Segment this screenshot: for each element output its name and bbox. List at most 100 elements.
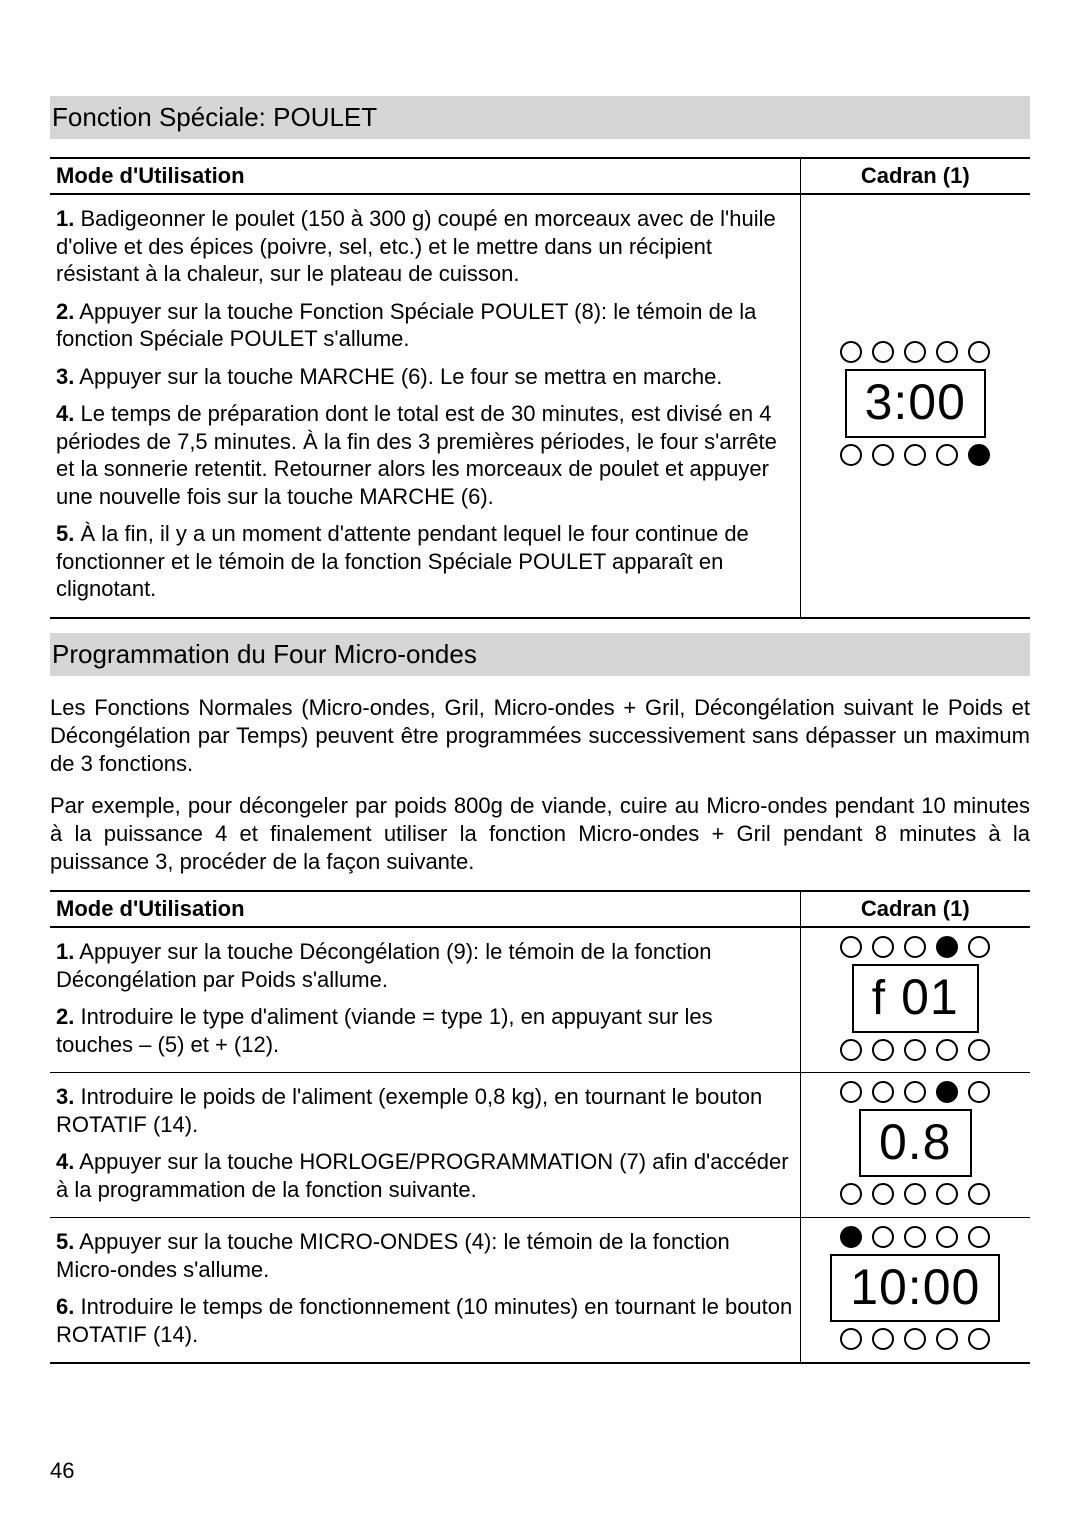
led-off-icon (904, 1226, 926, 1248)
step-text: Le temps de préparation dont le total es… (56, 401, 777, 509)
prog-step-3: 3. Introduire le poids de l'aliment (exe… (56, 1083, 794, 1138)
led-on-icon (968, 444, 990, 466)
led-off-icon (936, 1039, 958, 1061)
step-text: Appuyer sur la touche MARCHE (6). Le fou… (79, 364, 722, 389)
poulet-display-cell: 3:00 (800, 194, 1030, 618)
step-text: Introduire le temps de fonctionnement (1… (56, 1294, 792, 1347)
prog-display-1: f 01 (840, 934, 990, 1063)
led-off-icon (968, 1081, 990, 1103)
led-off-icon (936, 444, 958, 466)
led-off-icon (904, 1039, 926, 1061)
led-row (840, 444, 990, 466)
prog-intro-1: Les Fonctions Normales (Micro-ondes, Gri… (50, 694, 1030, 778)
poulet-step-3: 3. Appuyer sur la touche MARCHE (6). Le … (56, 363, 794, 391)
step-num: 2. (56, 1004, 74, 1029)
led-off-icon (872, 444, 894, 466)
led-off-icon (872, 1081, 894, 1103)
led-row (830, 1226, 1000, 1248)
prog-steps-3-4: 3. Introduire le poids de l'aliment (exe… (50, 1073, 800, 1218)
poulet-step-1: 1. Badigeonner le poulet (150 à 300 g) c… (56, 205, 794, 288)
led-off-icon (968, 1183, 990, 1205)
step-num: 5. (56, 521, 74, 546)
display-box: 10:00 (830, 1254, 1000, 1323)
step-num: 3. (56, 364, 74, 389)
display-value: 01 (901, 969, 959, 1025)
led-off-icon (872, 1226, 894, 1248)
led-row (840, 1039, 990, 1061)
led-off-icon (936, 341, 958, 363)
col-mode: Mode d'Utilisation (50, 891, 800, 927)
display-box: 3:00 (845, 369, 986, 438)
led-off-icon (904, 1081, 926, 1103)
step-text: Introduire le type d'aliment (viande = t… (56, 1004, 713, 1057)
led-off-icon (968, 936, 990, 958)
led-row (840, 341, 990, 363)
step-text: Appuyer sur la touche MICRO-ONDES (4): l… (56, 1229, 730, 1282)
led-off-icon (872, 1039, 894, 1061)
prog-steps-5-6: 5. Appuyer sur la touche MICRO-ONDES (4)… (50, 1218, 800, 1364)
prog-display-2-cell: 0.8 (800, 1073, 1030, 1218)
page-number: 46 (50, 1458, 74, 1484)
step-num: 4. (56, 1149, 74, 1174)
section-heading-poulet: Fonction Spéciale: POULET (50, 96, 1030, 139)
display-symbol: f (872, 972, 885, 1025)
led-off-icon (840, 936, 862, 958)
led-off-icon (936, 1226, 958, 1248)
table-prog: Mode d'Utilisation Cadran (1) 1. Appuyer… (50, 890, 1030, 1364)
led-row (840, 1081, 990, 1103)
col-mode: Mode d'Utilisation (50, 158, 800, 194)
prog-step-2: 2. Introduire le type d'aliment (viande … (56, 1003, 794, 1058)
led-off-icon (840, 444, 862, 466)
step-text: À la fin, il y a un moment d'attente pen… (56, 521, 749, 601)
prog-step-4: 4. Appuyer sur la touche HORLOGE/PROGRAM… (56, 1148, 794, 1203)
prog-step-5: 5. Appuyer sur la touche MICRO-ONDES (4)… (56, 1228, 794, 1283)
prog-steps-1-2: 1. Appuyer sur la touche Décongélation (… (50, 927, 800, 1073)
step-text: Appuyer sur la touche HORLOGE/PROGRAMMAT… (56, 1149, 789, 1202)
step-text: Introduire le poids de l'aliment (exempl… (56, 1084, 762, 1137)
led-off-icon (968, 341, 990, 363)
prog-step-6: 6. Introduire le temps de fonctionnement… (56, 1293, 794, 1348)
prog-display-2: 0.8 (840, 1079, 990, 1208)
display-box: 0.8 (859, 1109, 972, 1178)
step-num: 1. (56, 939, 74, 964)
led-off-icon (968, 1226, 990, 1248)
led-off-icon (904, 936, 926, 958)
step-text: Appuyer sur la touche Fonction Spéciale … (56, 299, 756, 352)
display-box: f 01 (852, 964, 979, 1033)
led-off-icon (968, 1328, 990, 1350)
step-num: 6. (56, 1294, 74, 1319)
poulet-step-4: 4. Le temps de préparation dont le total… (56, 400, 794, 510)
led-row (830, 1328, 1000, 1350)
display-value: 0.8 (879, 1114, 952, 1170)
poulet-step-5: 5. À la fin, il y a un moment d'attente … (56, 520, 794, 603)
prog-step-1: 1. Appuyer sur la touche Décongélation (… (56, 938, 794, 993)
step-num: 3. (56, 1084, 74, 1109)
led-row (840, 936, 990, 958)
section-heading-prog: Programmation du Four Micro-ondes (50, 633, 1030, 676)
led-off-icon (840, 1328, 862, 1350)
display-value: 10:00 (850, 1259, 980, 1315)
poulet-display: 3:00 (840, 339, 990, 468)
step-num: 1. (56, 206, 74, 231)
led-on-icon (840, 1226, 862, 1248)
step-text: Appuyer sur la touche Décongélation (9):… (56, 939, 712, 992)
led-off-icon (936, 1328, 958, 1350)
led-off-icon (872, 1328, 894, 1350)
prog-display-3-cell: 10:00 (800, 1218, 1030, 1364)
poulet-steps-cell: 1. Badigeonner le poulet (150 à 300 g) c… (50, 194, 800, 618)
led-off-icon (872, 936, 894, 958)
col-cadran: Cadran (1) (800, 158, 1030, 194)
prog-display-3: 10:00 (830, 1224, 1000, 1353)
led-off-icon (840, 341, 862, 363)
led-on-icon (936, 936, 958, 958)
led-off-icon (904, 1328, 926, 1350)
led-off-icon (840, 1081, 862, 1103)
led-off-icon (840, 1039, 862, 1061)
led-off-icon (904, 1183, 926, 1205)
col-cadran: Cadran (1) (800, 891, 1030, 927)
led-on-icon (936, 1081, 958, 1103)
display-value: 3:00 (865, 374, 966, 430)
led-off-icon (904, 444, 926, 466)
step-num: 2. (56, 299, 74, 324)
table-poulet: Mode d'Utilisation Cadran (1) 1. Badigeo… (50, 157, 1030, 619)
